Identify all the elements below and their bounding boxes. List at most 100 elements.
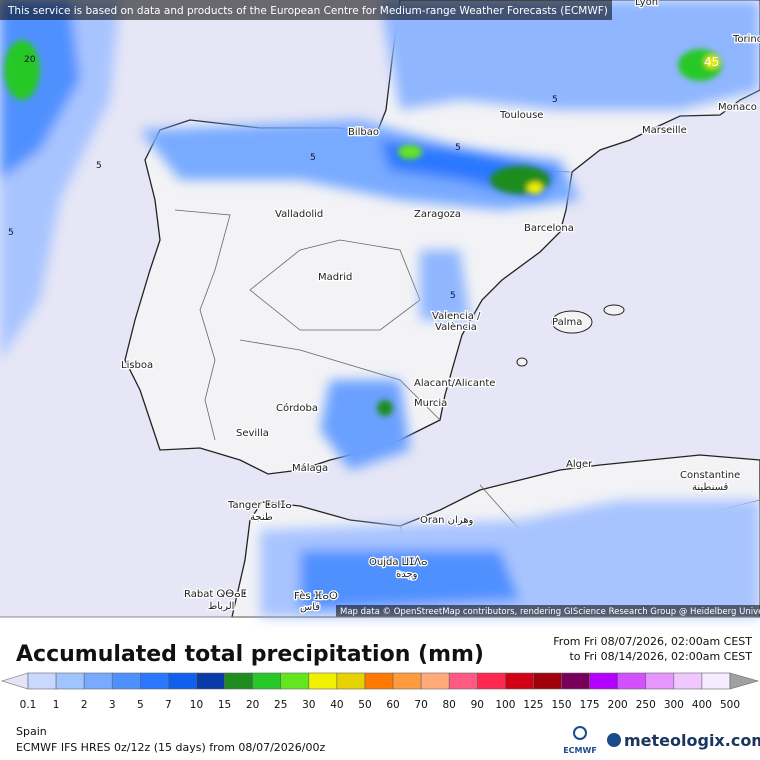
colorbar-label: 20	[246, 699, 259, 711]
colorbar-segment	[617, 672, 647, 690]
colorbar-arrow	[0, 672, 29, 690]
notice-bg	[0, 0, 612, 20]
colorbar-segment	[476, 672, 506, 690]
colorbar-segment	[140, 672, 169, 690]
logo-ecmwf: ECMWF	[563, 726, 597, 755]
island	[516, 357, 528, 367]
city-label: Madrid	[318, 272, 352, 283]
colorbar-segment	[420, 672, 450, 690]
colorbar-label: 500	[720, 699, 740, 711]
city-label: Valencia /	[432, 311, 481, 322]
city-label: Bilbao	[348, 127, 379, 138]
contour-label: 5	[450, 291, 456, 301]
colorbar-label: 5	[137, 699, 144, 711]
colorbar-label: 300	[664, 699, 684, 711]
colorbar-label: 10	[190, 699, 203, 711]
colorbar-label: 15	[218, 699, 231, 711]
colorbar-segment	[252, 672, 282, 690]
colorbar-label: 70	[414, 699, 427, 711]
city-label: Palma	[552, 317, 582, 328]
logo-ecmwf-text: ECMWF	[563, 746, 597, 755]
cities: Lyon Torino Monaco Marseille Toulouse Bi…	[120, 0, 760, 614]
colorbar-segment	[364, 672, 394, 690]
colorbar-segment	[27, 672, 57, 690]
map: 20 5 5 5 5 45 5 5 Lyon Torino Monaco Mar…	[0, 0, 760, 618]
city-label: Alger	[566, 459, 593, 470]
colorbar-segment	[589, 672, 618, 690]
colorbar-label: 25	[274, 699, 287, 711]
colorbar-segment	[196, 672, 225, 690]
island	[551, 310, 593, 334]
region: Spain	[16, 725, 47, 738]
colorbar-segment	[561, 672, 590, 690]
colorbar-label: 2	[81, 699, 88, 711]
colorbar-segment	[645, 672, 675, 690]
contour-label: 20	[24, 55, 36, 65]
city-label: طنجة	[250, 512, 273, 523]
island	[603, 304, 625, 316]
attribution: Map data © OpenStreetMap contributors, r…	[340, 607, 760, 617]
colorbar-segment	[336, 672, 366, 690]
colorbar-label: 0.1	[20, 699, 37, 711]
colorbar: 0.1 1 2 3 5 7 10 15 20 25 30 40 50 60 70 80 90 100 125 150 1…	[0, 672, 760, 711]
colorbar-segment	[701, 672, 731, 690]
colorbar-label: 80	[443, 699, 456, 711]
city-label: Monaco	[718, 102, 757, 113]
city-label: قسنطينة	[692, 482, 729, 493]
colorbar-label: 3	[109, 699, 116, 711]
notice: This service is based on data and produc…	[7, 5, 608, 17]
colorbar-segment	[83, 672, 113, 690]
contour-label: 5	[552, 95, 558, 105]
city-label: Torino	[732, 34, 760, 45]
colorbar-arrow	[729, 672, 760, 690]
colorbar-label: 50	[358, 699, 371, 711]
colorbar-label: 90	[471, 699, 484, 711]
city-label: Málaga	[292, 462, 328, 474]
city-label: Zaragoza	[414, 209, 461, 220]
colorbar-segment	[673, 672, 703, 690]
city-label: València	[435, 321, 477, 333]
contour-label: 5	[455, 143, 461, 153]
colorbar-label: 150	[551, 699, 571, 711]
precip-peaks	[4, 40, 722, 416]
colorbar-segment	[168, 672, 197, 690]
colorbar-label: 40	[330, 699, 343, 711]
colorbar-segment	[224, 672, 253, 690]
city-label: Lisboa	[121, 360, 153, 371]
colorbar-segment	[533, 672, 562, 690]
city-label: Oran وهران	[420, 515, 474, 526]
colorbar-segment	[55, 672, 85, 690]
colorbar-label: 250	[636, 699, 656, 711]
contour-label: 5	[310, 153, 316, 163]
colorbar-label: 7	[165, 699, 172, 711]
colorbar-label: 100	[495, 699, 515, 711]
colorbar-segment	[505, 672, 534, 690]
contour-label: 5	[8, 228, 14, 238]
city-label: فاس	[300, 602, 320, 613]
colorbar-label: 175	[580, 699, 600, 711]
city-label: Rabat ⵕⴱⴰⵟ	[184, 589, 247, 600]
colorbar-label: 1	[53, 699, 60, 711]
city-label: Córdoba	[276, 402, 318, 414]
period-from: From Fri 08/07/2026, 02:00am CEST	[553, 635, 752, 648]
colorbar-segment	[111, 672, 141, 690]
colorbar-segment	[448, 672, 478, 690]
colorbar-label: 30	[302, 699, 315, 711]
city-label: Marseille	[642, 125, 687, 136]
contour-label: 45	[704, 55, 719, 69]
city-label: Tanger ⵟⴰⵏⵊⴰ	[227, 500, 292, 511]
title: Accumulated total precipitation (mm)	[16, 642, 484, 667]
city-label: Constantine	[680, 470, 740, 481]
colorbar-segment	[392, 672, 422, 690]
attribution-bg	[336, 605, 760, 617]
contour-labels: 20 5 5 5 5 45 5 5	[8, 55, 719, 301]
city-label: Murcia	[414, 398, 447, 409]
colorbar-segment	[308, 672, 338, 690]
colorbar-segment	[280, 672, 310, 690]
city-label: Barcelona	[524, 223, 574, 234]
city-label: Sevilla	[236, 428, 269, 439]
city-label: وجدة	[396, 569, 418, 580]
city-label: Fès ⴼⴰⵙ	[294, 590, 338, 602]
period-to: to Fri 08/14/2026, 02:00am CEST	[569, 650, 752, 663]
